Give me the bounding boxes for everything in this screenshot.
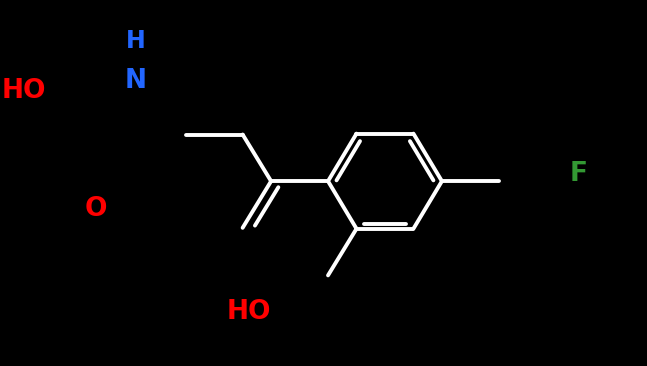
Text: H: H (126, 29, 146, 53)
Text: HO: HO (2, 78, 47, 105)
Text: O: O (85, 195, 107, 222)
Text: F: F (569, 161, 587, 187)
Text: N: N (125, 68, 147, 94)
Text: HO: HO (227, 299, 271, 325)
